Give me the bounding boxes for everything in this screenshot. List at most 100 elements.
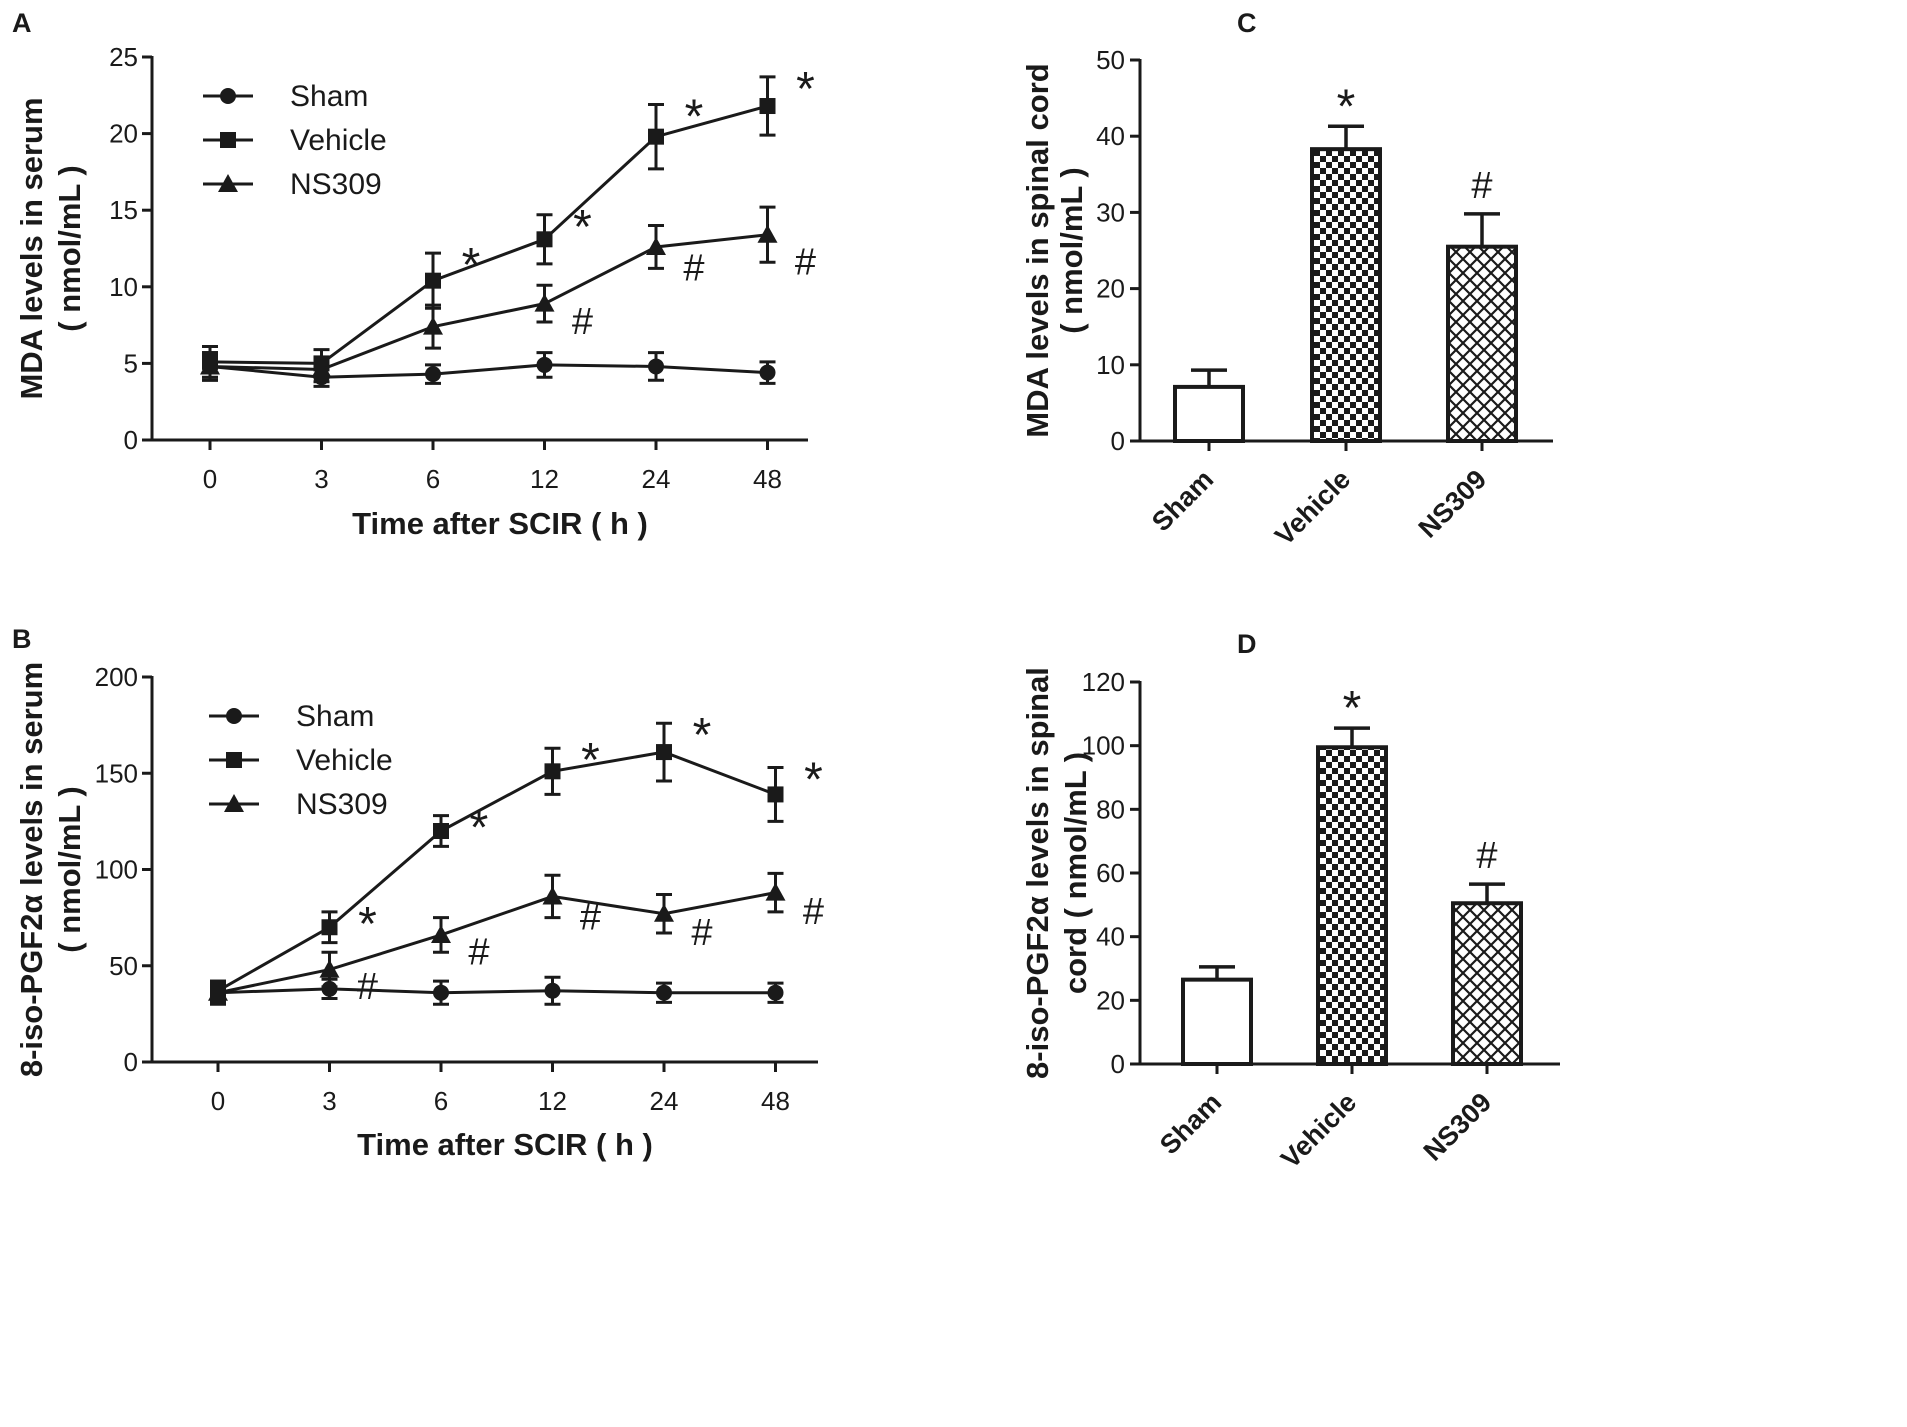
data-point-ns309	[200, 356, 220, 375]
y-axis-label: ( nmol/mL )	[52, 786, 87, 952]
series-line-sham	[217, 987, 776, 995]
y-tick-label: 10	[1096, 350, 1125, 380]
y-tick-label: 120	[1082, 667, 1125, 697]
legend-entry: Vehicle	[209, 744, 393, 777]
data-point-ns309	[311, 359, 332, 378]
series-line-vehicle	[217, 750, 777, 993]
y-tick-label: 0	[124, 1047, 138, 1077]
data-point-sham	[759, 364, 776, 381]
y-axis-label: ( nmol/mL )	[52, 165, 87, 331]
legend-entry: NS309	[209, 788, 388, 821]
data-point-vehicle	[767, 786, 784, 803]
panel-label: A	[12, 8, 32, 38]
legend-marker-circle	[226, 708, 242, 724]
significance-star: *	[1343, 682, 1362, 735]
data-point-ns309	[654, 903, 674, 922]
panel-a: A 0 5 10 15 20 25 MDA levels in serum( nmol/mL …	[12, 8, 816, 541]
significance-hash: #	[572, 301, 593, 343]
error-bar	[1199, 965, 1235, 980]
x-tick-label: Vehicle	[1269, 464, 1356, 551]
y-tick-label: 25	[109, 42, 138, 72]
data-point-ns309	[534, 293, 555, 312]
x-tick-label: 24	[642, 464, 671, 494]
y-tick-label: 20	[1096, 985, 1125, 1015]
data-point-ns309	[646, 236, 666, 255]
data-point-vehicle	[648, 128, 664, 145]
y-tick-label: 60	[1096, 858, 1125, 888]
legend-label: Sham	[290, 80, 368, 113]
data-point-sham	[656, 984, 672, 1001]
bar-ns309	[1451, 901, 1523, 1066]
significance-hash: #	[1471, 165, 1492, 207]
legend-entry: Sham	[209, 700, 374, 733]
data-point-ns309	[542, 886, 563, 905]
legend-marker-square	[220, 132, 236, 148]
y-tick-label: 150	[95, 758, 138, 788]
x-tick-label: 12	[530, 464, 559, 494]
panel-b: B 0 50 100 150 200 8-iso-PGF2α levels in serum…	[12, 624, 824, 1162]
y-tick-label: 0	[1111, 426, 1125, 456]
x-tick-label: 3	[314, 464, 328, 494]
panel-label: B	[12, 624, 32, 654]
x-tick-label: Sham	[1146, 464, 1219, 537]
panel-d: D 0 20 40 60 80 100 120 8-iso-PGF2α levels in sp…	[1020, 629, 1560, 1174]
legend-entry: NS309	[203, 168, 382, 201]
legend-marker-circle	[220, 88, 236, 104]
y-tick-label: 80	[1096, 794, 1125, 824]
significance-hash: #	[803, 891, 824, 933]
significance-star: *	[573, 201, 592, 254]
data-point-sham	[536, 356, 553, 373]
error-bar	[1328, 124, 1364, 150]
panel-c: C 0 10 20 30 40 50 MDA levels in spinal cord( n…	[1020, 8, 1553, 551]
x-axis-label: Time after SCIR ( h )	[352, 506, 648, 541]
significance-star: *	[1337, 80, 1356, 133]
x-tick-label: NS309	[1413, 464, 1493, 544]
significance-hash: #	[691, 912, 712, 954]
y-tick-label: 20	[1096, 274, 1125, 304]
y-tick-label: 40	[1096, 922, 1125, 952]
significance-hash: #	[683, 247, 704, 289]
x-tick-label: 3	[322, 1086, 336, 1116]
panel-label: C	[1237, 8, 1257, 38]
y-axis-label: MDA levels in spinal cord	[1020, 63, 1055, 437]
y-axis-label: 8-iso-PGF2α levels in serum	[14, 662, 49, 1077]
bar-vehicle	[1310, 147, 1382, 444]
data-point-vehicle	[759, 98, 776, 115]
data-point-vehicle	[321, 919, 338, 936]
legend-label: NS309	[290, 168, 382, 201]
x-tick-label: 12	[538, 1086, 567, 1116]
y-axis-label: cord ( nmol/mL )	[1058, 752, 1093, 994]
y-tick-label: 200	[95, 662, 138, 692]
significance-star: *	[804, 753, 823, 806]
legend-marker-square	[226, 752, 242, 768]
y-tick-label: 50	[109, 951, 138, 981]
y-axis-label: ( nmol/mL )	[1054, 167, 1089, 333]
series-line-ns309	[217, 891, 776, 995]
x-tick-label: Sham	[1154, 1087, 1227, 1160]
legend-label: Vehicle	[296, 744, 393, 777]
data-point-vehicle	[544, 763, 561, 780]
significance-star: *	[796, 63, 815, 116]
significance-star: *	[358, 898, 377, 951]
series-line-ns309	[209, 233, 768, 372]
significance-hash: #	[468, 931, 489, 973]
series-line-sham	[209, 363, 768, 379]
y-axis-label: 8-iso-PGF2α levels in spinal	[1020, 667, 1055, 1079]
data-point-sham	[321, 980, 338, 997]
bar-sham	[1181, 977, 1253, 1066]
significance-hash: #	[795, 241, 816, 283]
legend-label: NS309	[296, 788, 388, 821]
bar-ns309	[1446, 244, 1518, 443]
data-point-ns309	[431, 924, 451, 943]
panel-label: D	[1237, 629, 1257, 659]
significance-hash: #	[580, 897, 601, 939]
bar-vehicle	[1316, 745, 1388, 1067]
y-tick-label: 100	[1082, 731, 1125, 761]
data-point-vehicle	[536, 231, 553, 248]
series-ns309	[200, 205, 778, 384]
x-tick-label: 6	[434, 1086, 448, 1116]
data-point-ns309	[757, 224, 778, 243]
data-point-sham	[648, 358, 664, 375]
significance-star: *	[685, 90, 704, 143]
legend-label: Sham	[296, 700, 374, 733]
